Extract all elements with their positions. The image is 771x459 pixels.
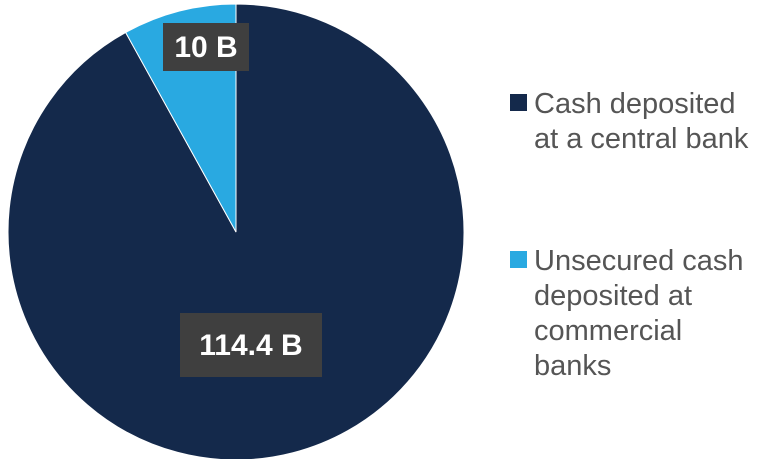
pie-slices	[7, 3, 465, 459]
legend-label-line: deposited at	[534, 280, 692, 312]
legend-label-line: banks	[534, 350, 611, 382]
legend-label-line: commercial	[534, 315, 682, 347]
data-labels: 114.4 B 10 B	[163, 23, 322, 377]
legend-label-line: Unsecured cash	[534, 245, 744, 277]
data-label-commercial-banks: 10 B	[163, 23, 249, 71]
legend-swatch	[510, 251, 527, 268]
data-label-text: 10 B	[174, 31, 237, 64]
legend-label-line: at a central bank	[534, 123, 749, 155]
legend-label-line: Cash deposited	[534, 88, 736, 120]
pie-slice-central-bank	[7, 3, 465, 459]
data-label-text: 114.4 B	[199, 329, 302, 362]
data-label-box	[163, 23, 249, 71]
legend-swatch	[510, 94, 527, 111]
data-label-box	[180, 313, 322, 377]
data-label-central-bank: 114.4 B	[180, 313, 322, 377]
